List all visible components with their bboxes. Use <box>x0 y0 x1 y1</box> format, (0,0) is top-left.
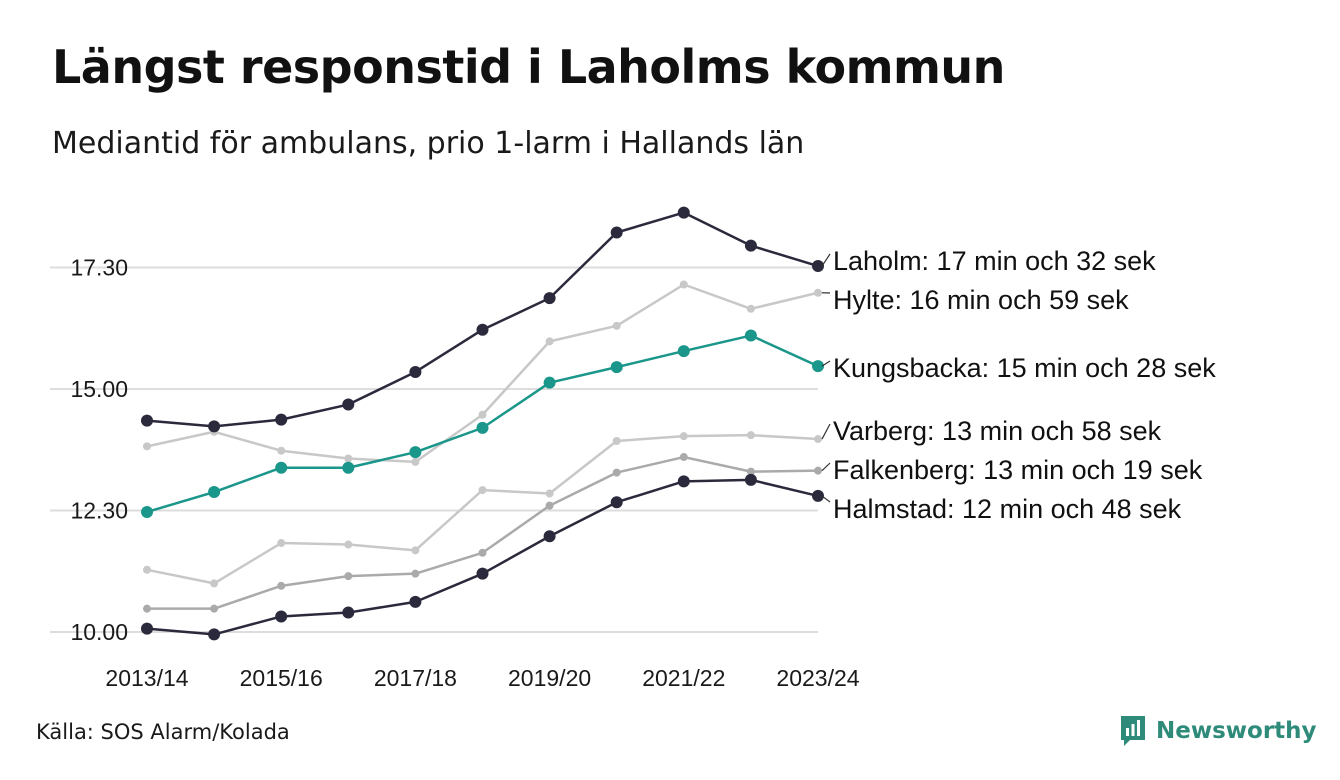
y-tick-label: 12.30 <box>70 498 128 524</box>
data-point-falkenberg <box>344 572 353 581</box>
data-point-halmstad <box>677 475 690 488</box>
label-connector <box>821 423 831 440</box>
x-tick-label: 2017/18 <box>374 665 457 691</box>
data-point-hylte <box>746 304 755 313</box>
data-point-falkenberg <box>746 467 755 476</box>
data-point-kungsbacka <box>342 461 355 474</box>
data-point-laholm <box>812 260 824 273</box>
data-point-halmstad <box>610 496 623 509</box>
data-point-halmstad <box>141 622 153 635</box>
data-point-varberg <box>545 489 554 498</box>
series-label-kungsbacka: Kungsbacka: 15 min och 28 sek <box>833 353 1216 383</box>
data-point-laholm <box>744 239 757 252</box>
series-line-halmstad <box>146 478 819 636</box>
data-point-halmstad <box>275 610 288 623</box>
data-point-halmstad <box>744 473 757 486</box>
data-point-falkenberg <box>679 453 688 462</box>
data-point-kungsbacka <box>409 446 422 459</box>
line-chart: 10.00 12.30 15.00 17.30 2013/14 2015/16 2017/1… <box>50 206 1216 691</box>
data-point-halmstad <box>342 606 355 619</box>
x-tick-label: 2021/22 <box>642 665 725 691</box>
data-point-falkenberg <box>411 569 420 578</box>
data-point-falkenberg <box>814 466 822 475</box>
series-label-varberg: Varberg: 13 min och 58 sek <box>833 416 1162 446</box>
data-point-hylte <box>277 446 286 455</box>
data-point-falkenberg <box>612 468 621 477</box>
newsworthy-logo-icon <box>1121 716 1145 746</box>
series-label-laholm: Laholm: 17 min och 32 sek <box>833 246 1156 276</box>
data-point-laholm <box>476 323 489 336</box>
series-label-falkenberg: Falkenberg: 13 min och 19 sek <box>833 455 1203 485</box>
data-point-hylte <box>143 442 151 451</box>
data-point-varberg <box>143 565 151 574</box>
data-point-hylte <box>612 321 621 330</box>
data-point-laholm <box>677 206 690 219</box>
label-connector <box>821 495 831 503</box>
data-point-kungsbacka <box>476 421 489 434</box>
data-point-hylte <box>478 410 487 419</box>
data-point-laholm <box>610 226 623 239</box>
data-point-kungsbacka <box>812 360 824 373</box>
series-line-varberg <box>146 433 819 585</box>
series-line-laholm <box>146 211 819 428</box>
data-point-varberg <box>277 539 286 548</box>
data-point-halmstad <box>812 489 824 502</box>
data-point-falkenberg <box>143 604 151 613</box>
data-point-hylte <box>411 457 420 466</box>
data-point-kungsbacka <box>141 505 153 518</box>
y-tick-label: 15.00 <box>70 376 128 402</box>
label-connector <box>821 462 831 472</box>
data-point-laholm <box>409 365 422 378</box>
brand-logo: Newsworthy <box>1118 714 1317 748</box>
data-point-kungsbacka <box>610 361 623 374</box>
label-connector <box>821 253 831 267</box>
y-tick-label: 10.00 <box>70 619 128 645</box>
data-point-varberg <box>746 431 755 440</box>
data-point-hylte <box>344 454 353 463</box>
data-point-laholm <box>141 414 153 427</box>
chart-title: Längst responstid i Laholms kommun <box>52 40 1005 94</box>
x-tick-label: 2019/20 <box>508 665 591 691</box>
data-point-hylte <box>814 288 822 297</box>
x-tick-label: 2013/14 <box>105 665 188 691</box>
data-point-kungsbacka <box>275 461 288 474</box>
data-point-varberg <box>679 432 688 441</box>
series-label-hylte: Hylte: 16 min och 59 sek <box>833 285 1129 315</box>
label-connector <box>821 360 831 367</box>
data-point-varberg <box>814 435 822 444</box>
data-point-varberg <box>411 546 420 555</box>
data-point-halmstad <box>208 628 221 641</box>
data-point-kungsbacka <box>744 329 757 342</box>
y-tick-label: 17.30 <box>70 255 128 281</box>
data-point-varberg <box>344 540 353 549</box>
data-point-laholm <box>342 398 355 411</box>
chart-subtitle: Mediantid för ambulans, prio 1-larm i Ha… <box>52 126 805 161</box>
data-point-hylte <box>545 337 554 346</box>
data-point-halmstad <box>476 567 489 580</box>
data-point-hylte <box>679 280 688 289</box>
data-point-laholm <box>208 420 221 433</box>
data-point-kungsbacka <box>543 376 556 389</box>
data-point-varberg <box>612 437 621 446</box>
data-point-varberg <box>478 486 487 495</box>
data-point-falkenberg <box>478 548 487 557</box>
series-label-halmstad: Halmstad: 12 min och 48 sek <box>833 494 1182 524</box>
data-point-falkenberg <box>210 604 219 613</box>
data-point-kungsbacka <box>208 486 221 499</box>
x-tick-label: 2015/16 <box>240 665 323 691</box>
data-point-kungsbacka <box>677 345 690 358</box>
data-point-laholm <box>275 413 288 426</box>
data-point-varberg <box>210 579 219 588</box>
data-point-halmstad <box>543 530 556 543</box>
x-tick-label: 2023/24 <box>776 665 859 691</box>
data-point-laholm <box>543 292 556 305</box>
data-point-halmstad <box>409 595 422 608</box>
brand-name: Newsworthy <box>1156 718 1317 744</box>
source-note: Källa: SOS Alarm/Kolada <box>36 720 290 744</box>
data-point-falkenberg <box>277 581 286 590</box>
data-point-falkenberg <box>545 501 554 510</box>
